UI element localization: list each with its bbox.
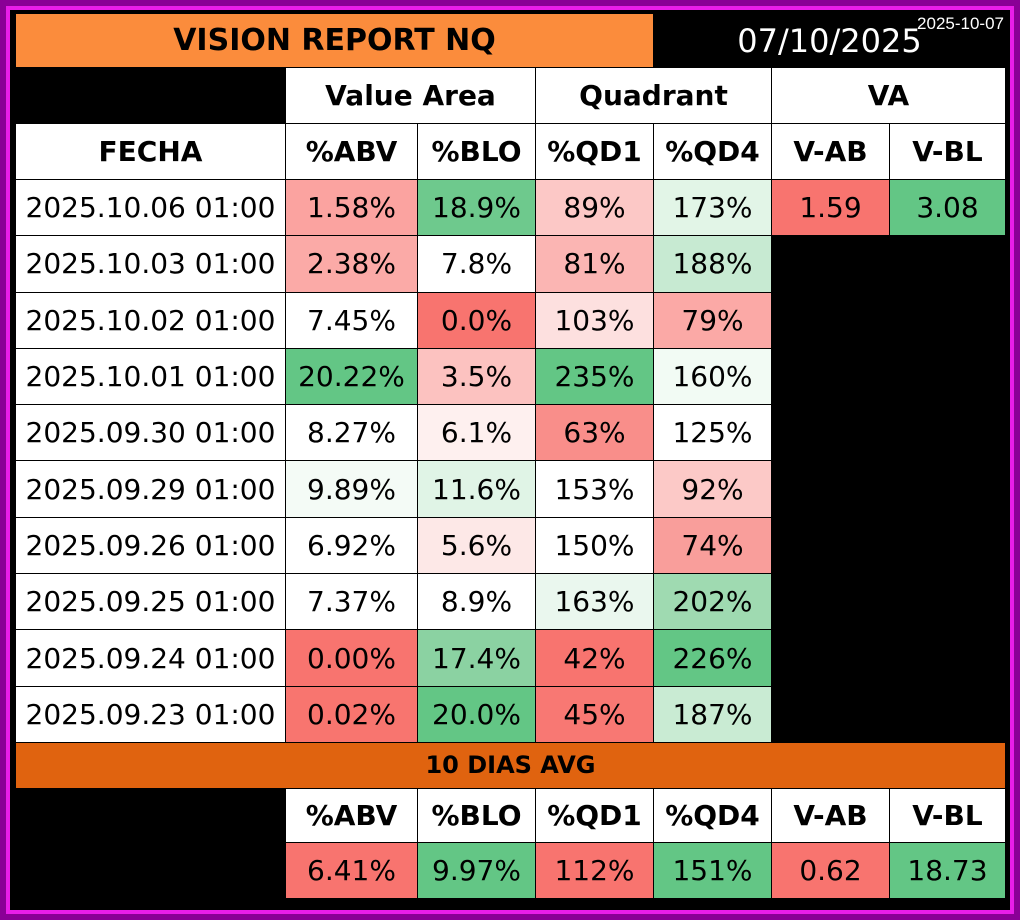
cell-blo: 11.6% <box>418 461 536 518</box>
cell-fecha: 2025.10.01 01:00 <box>16 348 286 406</box>
cell-vbl: 3.08 <box>890 180 1006 237</box>
cell-qd4: 226% <box>654 630 772 687</box>
cell-fecha: 2025.09.29 01:00 <box>16 461 286 518</box>
cell-qd4: 92% <box>654 461 772 518</box>
cell-fecha: 2025.10.02 01:00 <box>16 292 286 349</box>
avg-header-vab: V-AB <box>772 788 890 843</box>
avg-cell-vbl: 18.73 <box>890 842 1006 899</box>
avg-header-qd1: %QD1 <box>536 788 654 843</box>
cell-abv: 6.92% <box>286 517 418 575</box>
cell-qd1: 45% <box>536 686 654 743</box>
cell-abv: 2.38% <box>286 236 418 293</box>
cell-fecha: 2025.10.06 01:00 <box>16 180 286 237</box>
group-header-value-area: Value Area <box>286 68 536 124</box>
cell-abv: 0.02% <box>286 686 418 743</box>
col-header-vab: V-AB <box>772 124 890 180</box>
cell-blo: 6.1% <box>418 405 536 462</box>
col-header-qd1: %QD1 <box>536 124 654 180</box>
cell-blo: 18.9% <box>418 180 536 237</box>
avg-header-blo: %BLO <box>418 788 536 843</box>
cell-blo: 8.9% <box>418 574 536 631</box>
cell-fecha: 2025.09.23 01:00 <box>16 686 286 743</box>
avg-blank <box>16 788 286 899</box>
cell-abv: 7.45% <box>286 292 418 349</box>
cell-qd4: 202% <box>654 574 772 631</box>
cell-qd1: 81% <box>536 236 654 293</box>
cell-abv: 8.27% <box>286 405 418 462</box>
cell-qd1: 42% <box>536 630 654 687</box>
cell-qd4: 188% <box>654 236 772 293</box>
cell-abv: 1.58% <box>286 180 418 237</box>
group-header-quadrant: Quadrant <box>536 68 772 124</box>
report-table: VISION REPORT NQ 07/10/2025 Value Area Q… <box>15 14 1006 899</box>
va-empty-area <box>772 236 1006 743</box>
cell-fecha: 2025.09.25 01:00 <box>16 574 286 631</box>
cell-fecha: 2025.09.30 01:00 <box>16 405 286 462</box>
cell-qd4: 173% <box>654 180 772 237</box>
col-header-qd4: %QD4 <box>654 124 772 180</box>
cell-abv: 7.37% <box>286 574 418 631</box>
cell-blo: 0.0% <box>418 292 536 349</box>
cell-fecha: 2025.09.26 01:00 <box>16 517 286 575</box>
corner-date-stamp: 2025-10-07 <box>917 14 1004 33</box>
cell-qd4: 79% <box>654 292 772 349</box>
avg-section-title: 10 DIAS AVG <box>16 742 1006 789</box>
cell-abv: 9.89% <box>286 461 418 518</box>
cell-qd1: 63% <box>536 405 654 462</box>
col-header-blo: %BLO <box>418 124 536 180</box>
cell-blo: 20.0% <box>418 686 536 743</box>
group-header-va: VA <box>772 68 1006 124</box>
cell-blo: 7.8% <box>418 236 536 293</box>
cell-qd4: 187% <box>654 686 772 743</box>
cell-qd1: 153% <box>536 461 654 518</box>
avg-header-qd4: %QD4 <box>654 788 772 843</box>
cell-vab: 1.59 <box>772 180 890 237</box>
cell-abv: 20.22% <box>286 348 418 406</box>
cell-blo: 3.5% <box>418 348 536 406</box>
avg-cell-qd4: 151% <box>654 842 772 899</box>
col-header-fecha: FECHA <box>16 124 286 180</box>
cell-qd4: 160% <box>654 348 772 406</box>
group-header-blank <box>16 68 286 124</box>
cell-qd1: 89% <box>536 180 654 237</box>
avg-cell-qd1: 112% <box>536 842 654 899</box>
cell-fecha: 2025.10.03 01:00 <box>16 236 286 293</box>
cell-blo: 17.4% <box>418 630 536 687</box>
avg-header-vbl: V-BL <box>890 788 1006 843</box>
report-date-text: 07/10/2025 <box>737 21 922 60</box>
col-header-abv: %ABV <box>286 124 418 180</box>
cell-blo: 5.6% <box>418 517 536 575</box>
cell-qd4: 74% <box>654 517 772 575</box>
cell-abv: 0.00% <box>286 630 418 687</box>
avg-cell-abv: 6.41% <box>286 842 418 899</box>
report-title: VISION REPORT NQ <box>16 14 654 68</box>
report-body: VISION REPORT NQ 07/10/2025 Value Area Q… <box>10 10 1010 910</box>
avg-header-abv: %ABV <box>286 788 418 843</box>
cell-qd1: 163% <box>536 574 654 631</box>
cell-qd1: 150% <box>536 517 654 575</box>
cell-fecha: 2025.09.24 01:00 <box>16 630 286 687</box>
avg-cell-blo: 9.97% <box>418 842 536 899</box>
col-header-vbl: V-BL <box>890 124 1006 180</box>
cell-qd1: 235% <box>536 348 654 406</box>
report-date: 07/10/2025 <box>654 14 1006 68</box>
cell-qd1: 103% <box>536 292 654 349</box>
cell-qd4: 125% <box>654 405 772 462</box>
avg-cell-vab: 0.62 <box>772 842 890 899</box>
